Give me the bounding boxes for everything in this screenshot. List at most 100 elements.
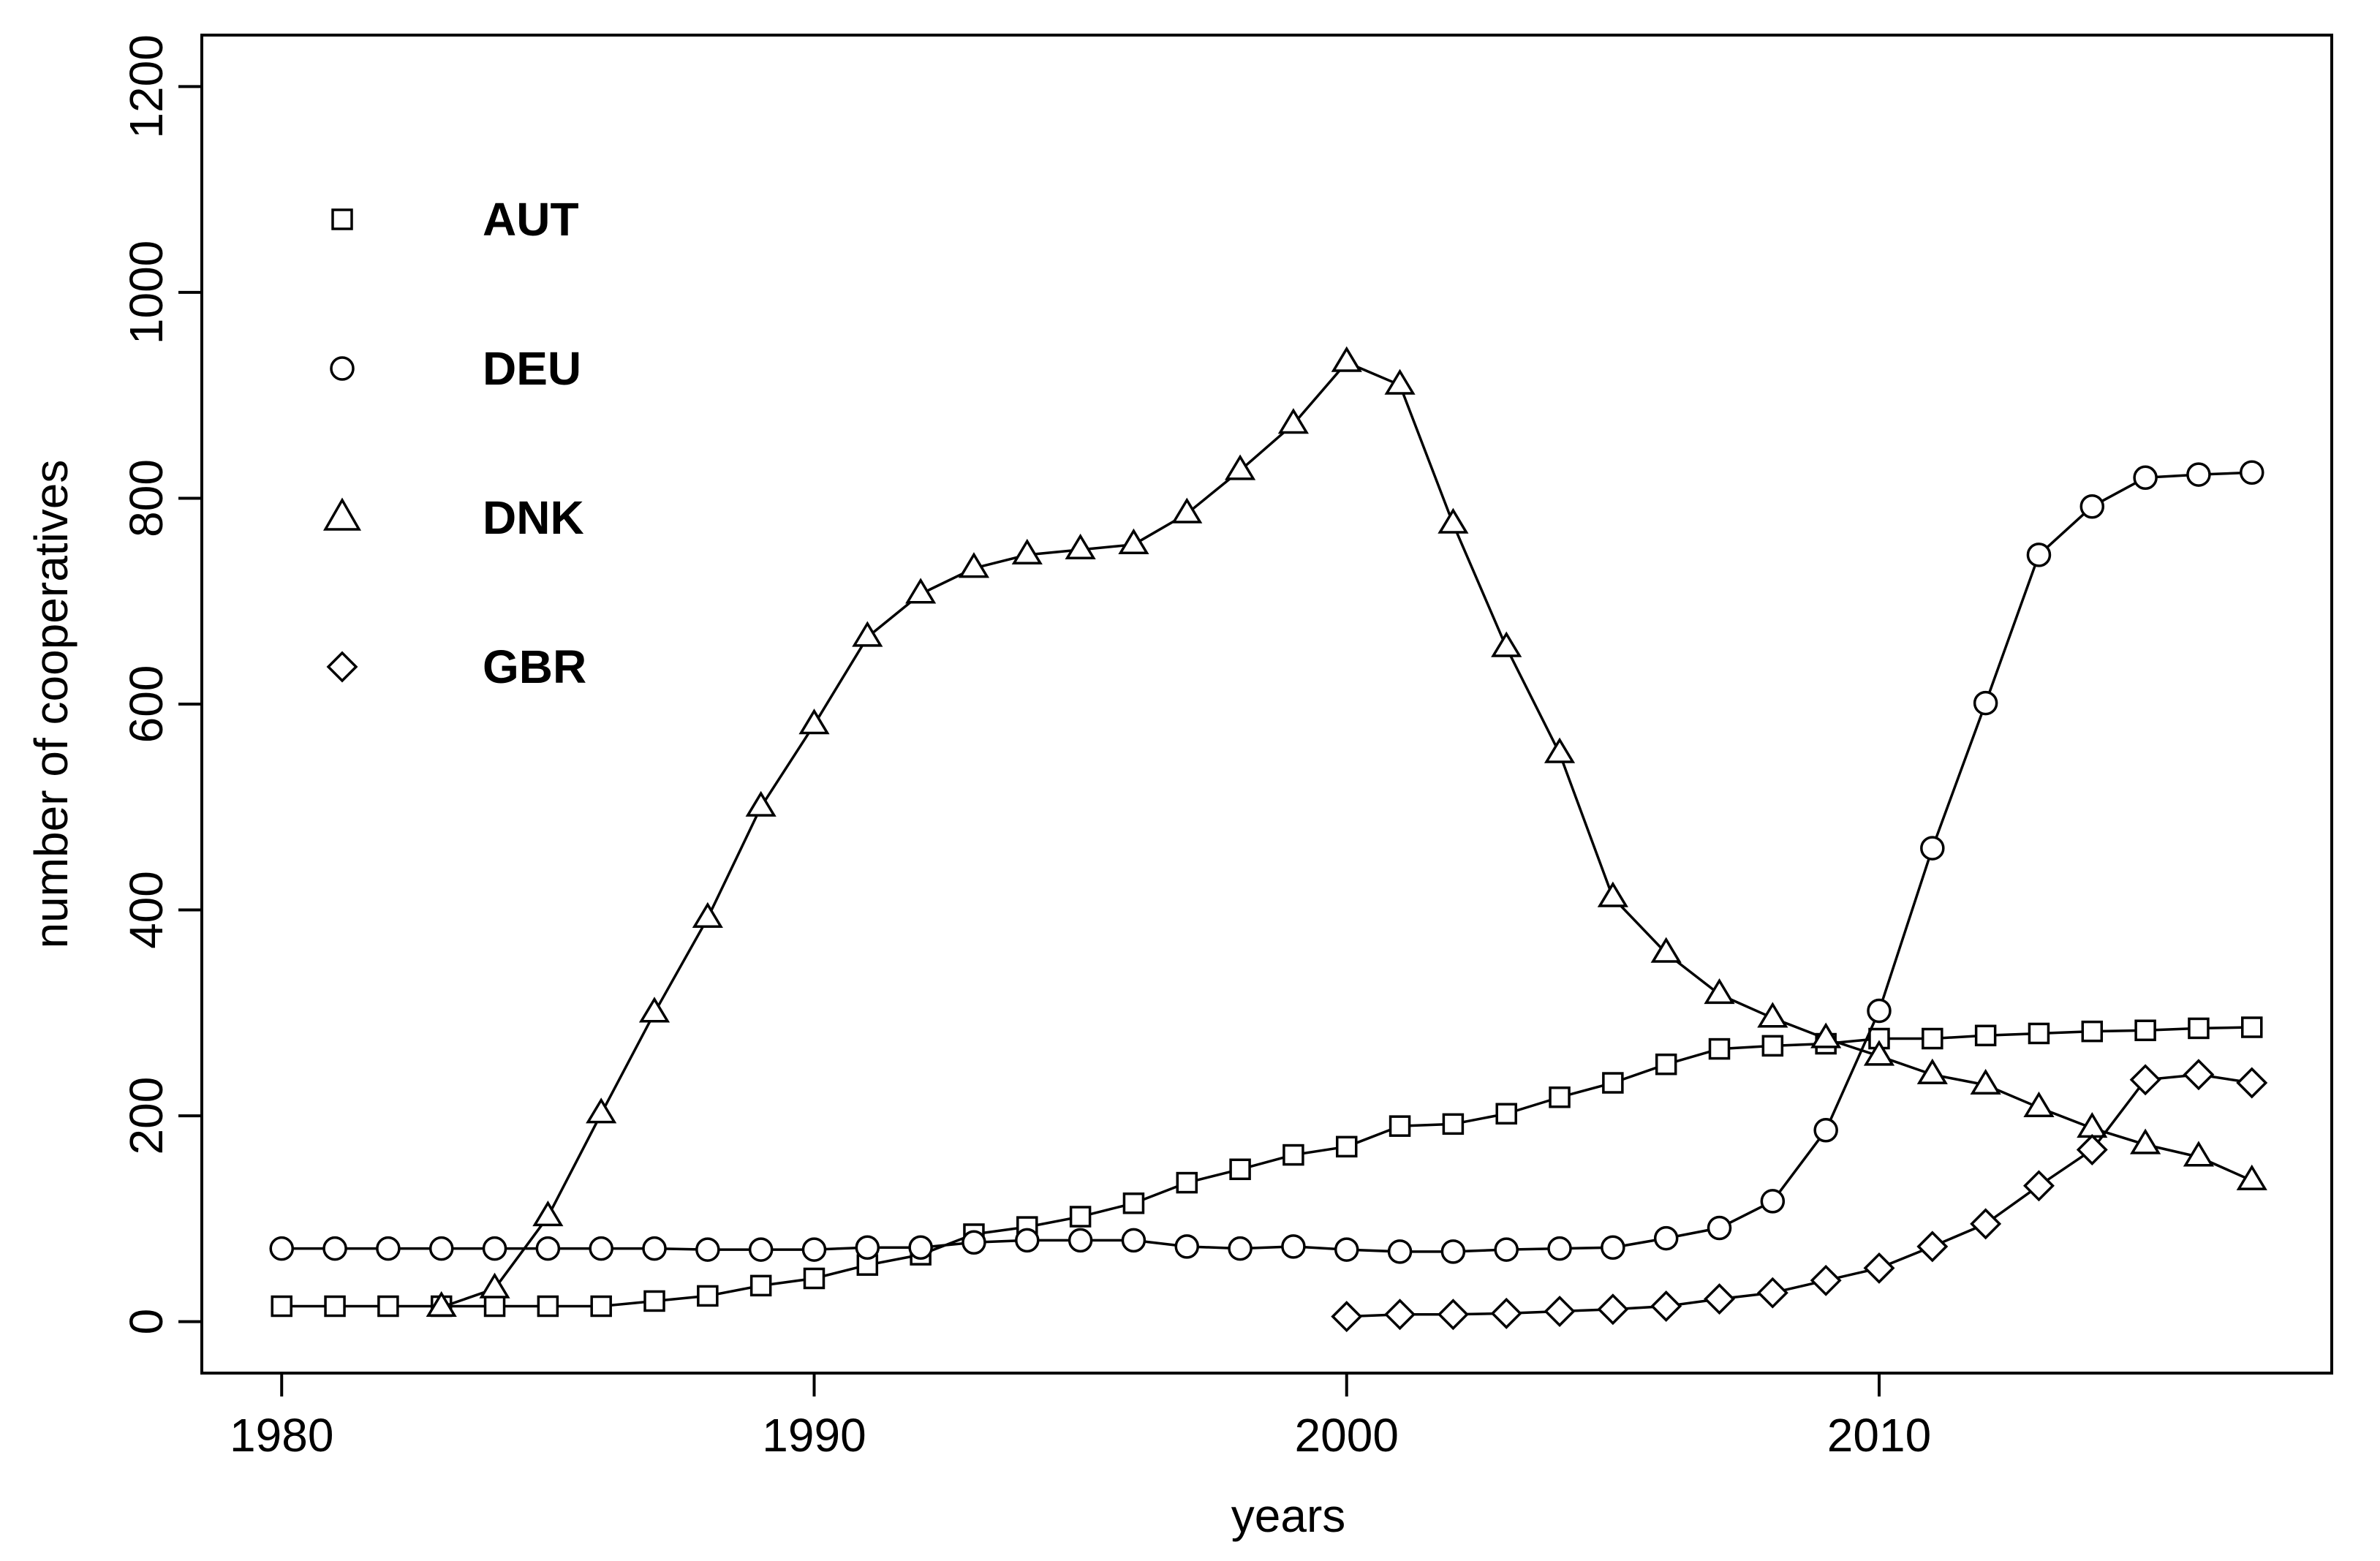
- data-point-dnk: [745, 790, 777, 817]
- data-point-aut: [1335, 1135, 1358, 1158]
- x-axis-label: years: [1231, 1489, 1346, 1542]
- data-point-deu: [1494, 1237, 1519, 1262]
- data-point-aut: [1761, 1035, 1784, 1057]
- series-line-aut: [282, 1026, 2252, 1308]
- data-point-aut: [2188, 1017, 2210, 1040]
- data-point-dnk: [1970, 1068, 2001, 1095]
- data-point-deu: [322, 1236, 347, 1261]
- data-point-deu: [1334, 1237, 1359, 1262]
- data-point-dnk: [1863, 1040, 1895, 1066]
- data-point-gbr: [1331, 1301, 1363, 1333]
- y-axis: 0 200 400 600 800 1000 1200: [120, 34, 203, 1335]
- data-point-aut: [1655, 1053, 1677, 1076]
- data-point-gbr: [1544, 1296, 1576, 1328]
- data-point-dnk: [1757, 1002, 1788, 1028]
- legend-label-deu: DEU: [483, 342, 581, 395]
- legend-symbol-dnk: [322, 497, 362, 531]
- y-tick-label: 600: [120, 665, 173, 744]
- data-point-gbr: [1437, 1299, 1469, 1331]
- y-tick-label: 200: [120, 1077, 173, 1155]
- series-dnk: [426, 346, 2267, 1318]
- data-point-dnk: [1438, 507, 1469, 534]
- legend-item-gbr: GBR: [326, 640, 586, 693]
- data-point-aut: [1069, 1206, 1092, 1228]
- data-point-deu: [1813, 1118, 1838, 1143]
- data-point-gbr: [1810, 1264, 1842, 1296]
- data-point-deu: [642, 1236, 667, 1261]
- legend-symbol-deu: [330, 356, 355, 381]
- data-point-dnk: [692, 902, 723, 928]
- data-point-deu: [1440, 1239, 1466, 1264]
- legend-label-gbr: GBR: [483, 640, 586, 693]
- legend-item-aut: AUT: [331, 193, 579, 246]
- data-point-deu: [801, 1237, 827, 1262]
- data-point-gbr: [1863, 1252, 1895, 1284]
- data-point-gbr: [2129, 1064, 2161, 1096]
- x-tick-label: 1980: [230, 1409, 333, 1462]
- data-point-aut: [1549, 1086, 1571, 1108]
- data-point-gbr: [2076, 1134, 2108, 1166]
- legend-label-aut: AUT: [483, 193, 579, 246]
- data-point-aut: [1708, 1037, 1731, 1060]
- data-point-gbr: [2022, 1170, 2055, 1202]
- data-point-deu: [1920, 836, 1945, 861]
- legend-item-dnk: DNK: [322, 491, 584, 544]
- y-tick-label: 800: [120, 459, 173, 537]
- data-point-deu: [1015, 1228, 1040, 1253]
- data-point-dnk: [2130, 1128, 2161, 1154]
- data-point-aut: [1974, 1024, 1997, 1047]
- data-point-aut: [537, 1295, 559, 1318]
- data-point-aut: [1389, 1115, 1411, 1137]
- data-point-dnk: [1277, 408, 1310, 434]
- data-point-aut: [803, 1267, 826, 1290]
- data-point-gbr: [1650, 1290, 1682, 1322]
- data-point-aut: [590, 1295, 612, 1318]
- data-point-dnk: [1597, 881, 1628, 907]
- data-point-aut: [1602, 1072, 1624, 1094]
- legend-symbol-gbr: [326, 651, 358, 683]
- data-point-dnk: [852, 621, 883, 647]
- series-gbr: [1331, 1059, 2268, 1333]
- data-point-deu: [535, 1236, 561, 1261]
- data-point-gbr: [1704, 1283, 1735, 1315]
- data-point-deu: [2186, 462, 2211, 487]
- x-tick-label: 2010: [1827, 1409, 1931, 1462]
- legend-item-deu: DEU: [330, 342, 581, 395]
- data-point-aut: [483, 1295, 506, 1318]
- x-tick-label: 2000: [1295, 1409, 1399, 1462]
- data-point-aut: [2134, 1019, 2156, 1041]
- x-axis: 1980 1990 2000 2010: [230, 1372, 1931, 1462]
- data-point-gbr: [1916, 1231, 1949, 1263]
- y-tick-label: 1200: [120, 34, 173, 138]
- data-point-deu: [2026, 543, 2052, 567]
- data-point-aut: [2028, 1022, 2050, 1045]
- data-point-deu: [1387, 1239, 1413, 1264]
- data-point-dnk: [2023, 1091, 2055, 1117]
- data-point-dnk: [1544, 737, 1576, 763]
- data-point-dnk: [532, 1201, 564, 1227]
- data-point-dnk: [905, 578, 937, 604]
- data-point-aut: [1122, 1192, 1145, 1214]
- data-point-gbr: [2183, 1059, 2215, 1091]
- data-point-gbr: [1384, 1299, 1416, 1331]
- data-point-aut: [749, 1274, 772, 1297]
- data-point-dnk: [1171, 497, 1203, 524]
- data-point-dnk: [1916, 1058, 1948, 1084]
- data-point-deu: [908, 1235, 933, 1260]
- data-point-deu: [1228, 1236, 1253, 1261]
- legend-symbol-aut: [331, 208, 353, 230]
- series-line-gbr: [1346, 1073, 2253, 1318]
- data-point-dnk: [1810, 1022, 1842, 1048]
- data-point-aut: [1282, 1144, 1304, 1166]
- data-point-deu: [962, 1230, 986, 1255]
- data-point-deu: [482, 1236, 507, 1261]
- data-point-dnk: [1491, 631, 1522, 657]
- legend-label-dnk: DNK: [483, 491, 584, 544]
- data-point-aut: [1495, 1103, 1517, 1125]
- data-point-deu: [1174, 1234, 1200, 1259]
- data-point-gbr: [1756, 1277, 1788, 1309]
- data-point-deu: [748, 1237, 774, 1262]
- data-point-deu: [2079, 494, 2105, 519]
- data-point-aut: [2081, 1020, 2104, 1043]
- y-tick-label: 0: [120, 1309, 173, 1335]
